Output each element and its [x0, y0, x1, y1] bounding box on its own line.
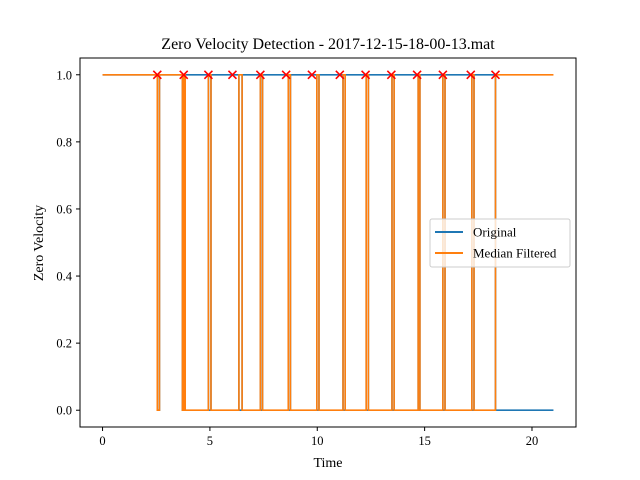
- marker-stroke: [203, 70, 213, 80]
- y-tick-label: 0.0: [56, 404, 72, 418]
- chart-title: Zero Velocity Detection - 2017-12-15-18-…: [161, 36, 495, 53]
- legend-label: Original: [473, 225, 517, 240]
- marker-stroke: [227, 70, 238, 80]
- y-tick-label: 0.8: [56, 135, 72, 149]
- marker-stroke: [255, 70, 265, 80]
- zero-velocity-marker: [490, 70, 501, 80]
- legend-box: [429, 218, 571, 268]
- zero-velocity-marker: [227, 70, 238, 80]
- axes-frame: [79, 57, 577, 428]
- axes: 0 5 10 15 20 0.0 0.2 0.4 0.6 0.8 1.0: [56, 57, 577, 448]
- marker-stroke: [152, 70, 162, 80]
- plot-area: [102, 70, 554, 412]
- marker-stroke: [412, 70, 422, 80]
- marker-stroke: [335, 70, 345, 80]
- marker-stroke: [307, 70, 317, 80]
- marker-stroke: [490, 70, 501, 80]
- y-tick-label: 0.4: [56, 270, 72, 284]
- legend: Original Median Filtered: [429, 218, 571, 268]
- x-tick-label: 15: [418, 434, 431, 448]
- marker-stroke: [361, 70, 371, 80]
- zero-velocity-marker: [466, 70, 476, 80]
- zero-velocity-marker: [152, 70, 162, 80]
- y-axis-label: Zero Velocity: [32, 205, 47, 281]
- marker-stroke: [466, 70, 476, 80]
- zero-velocity-marker: [412, 70, 422, 80]
- x-tick-label: 5: [207, 434, 213, 448]
- marker-stroke: [438, 70, 448, 80]
- zero-velocity-marker: [281, 70, 291, 80]
- zero-velocity-marker: [386, 70, 396, 80]
- legend-label: Median Filtered: [473, 246, 557, 261]
- marker-stroke: [281, 70, 291, 80]
- y-tick-label: 0.6: [56, 202, 72, 216]
- x-tick-label: 20: [526, 434, 539, 448]
- x-axis-label: Time: [313, 456, 342, 471]
- zero-velocity-marker: [335, 70, 345, 80]
- x-tick-label: 0: [99, 434, 105, 448]
- marker-stroke: [179, 70, 189, 80]
- zero-velocity-marker: [255, 70, 265, 80]
- y-tick-label: 1.0: [56, 68, 72, 82]
- zero-velocity-marker: [438, 70, 448, 80]
- zero-velocity-marker: [361, 70, 371, 80]
- x-tick-label: 10: [311, 434, 324, 448]
- y-tick-label: 0.2: [56, 337, 72, 351]
- zero-velocity-marker: [307, 70, 317, 80]
- zero-velocity-marker: [203, 70, 213, 80]
- zero-velocity-marker: [179, 70, 189, 80]
- marker-stroke: [386, 70, 396, 80]
